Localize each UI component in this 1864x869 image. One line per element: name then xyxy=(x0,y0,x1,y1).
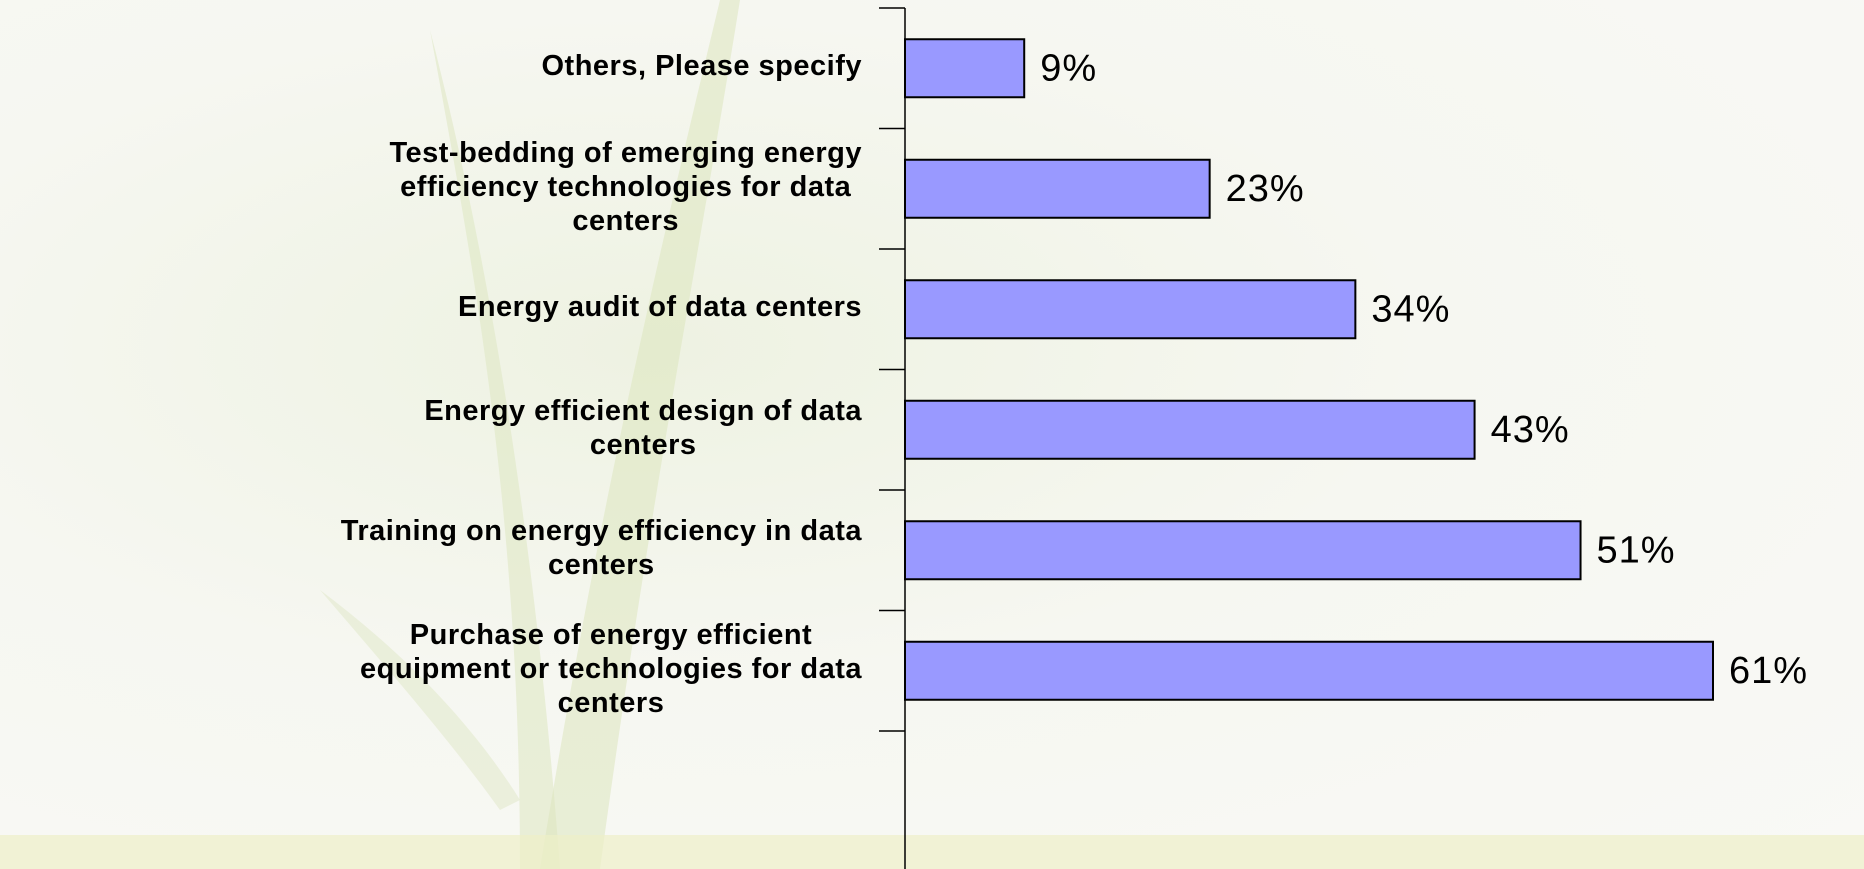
bar xyxy=(904,520,1582,581)
bar xyxy=(904,38,1026,99)
bar xyxy=(904,158,1211,219)
category-label: Test-bedding of emerging energy efficien… xyxy=(389,136,862,237)
category-label: Energy audit of data centers xyxy=(458,291,862,324)
category-label: Energy efficient design of data centers xyxy=(424,394,862,461)
value-label: 61% xyxy=(1729,650,1808,692)
value-label: 51% xyxy=(1597,529,1676,571)
value-label: 9% xyxy=(1040,47,1097,89)
value-label: 23% xyxy=(1226,168,1305,210)
category-label: Others, Please specify xyxy=(541,50,862,83)
bar xyxy=(904,640,1714,701)
value-label: 43% xyxy=(1491,409,1570,451)
category-label: Training on energy efficiency in data ce… xyxy=(340,515,862,582)
category-label: Purchase of energy efficient equipment o… xyxy=(360,618,862,719)
bar xyxy=(904,399,1476,460)
bar xyxy=(904,279,1357,340)
value-label: 34% xyxy=(1371,288,1450,330)
